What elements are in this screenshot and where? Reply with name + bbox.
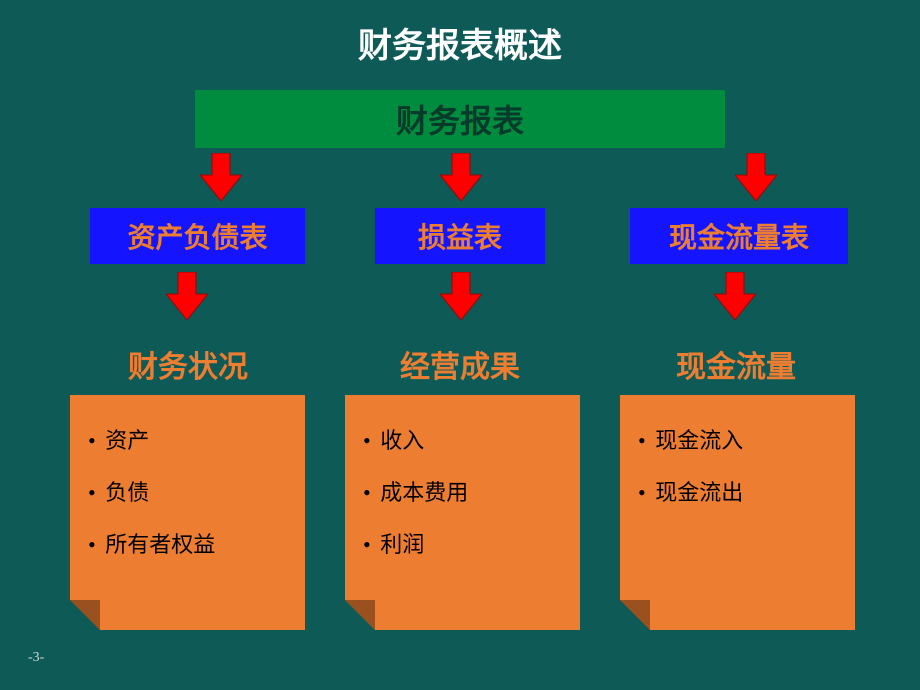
arrow-icon [200,153,242,201]
arrow-icon [440,153,482,201]
list-item: 所有者权益 [88,517,297,569]
list-item: 利润 [363,517,572,569]
card-list: 现金流入 现金流出 [638,413,847,517]
node-label: 资产负债表 [127,216,267,256]
slide-title: 财务报表概述 [0,0,920,67]
card-list: 收入 成本费用 利润 [363,413,572,569]
card-list: 资产 负债 所有者权益 [88,413,297,569]
page-curl-icon [70,600,100,630]
card-operating-results: 收入 成本费用 利润 [345,395,580,630]
arrow-icon [440,272,482,320]
arrow-icon [166,272,208,320]
node-label: 现金流量表 [669,216,809,256]
card-cash-flow: 现金流入 现金流出 [620,395,855,630]
node-label: 损益表 [418,216,502,256]
subtitle-operating-results: 经营成果 [400,342,520,386]
page-curl-icon [620,600,650,630]
list-item: 负债 [88,465,297,517]
page-number: -3- [28,650,44,666]
list-item: 成本费用 [363,465,572,517]
arrow-icon [735,153,777,201]
subtitle-cash-flow: 现金流量 [676,342,796,386]
subtitle-financial-status: 财务状况 [128,342,248,386]
root-node: 财务报表 [195,90,725,148]
root-node-label: 财务报表 [396,96,524,142]
node-cash-flow: 现金流量表 [630,208,848,264]
node-income-statement: 损益表 [375,208,545,264]
card-financial-status: 资产 负债 所有者权益 [70,395,305,630]
list-item: 资产 [88,413,297,465]
list-item: 现金流入 [638,413,847,465]
list-item: 收入 [363,413,572,465]
page-curl-icon [345,600,375,630]
list-item: 现金流出 [638,465,847,517]
arrow-icon [714,272,756,320]
node-balance-sheet: 资产负债表 [90,208,305,264]
